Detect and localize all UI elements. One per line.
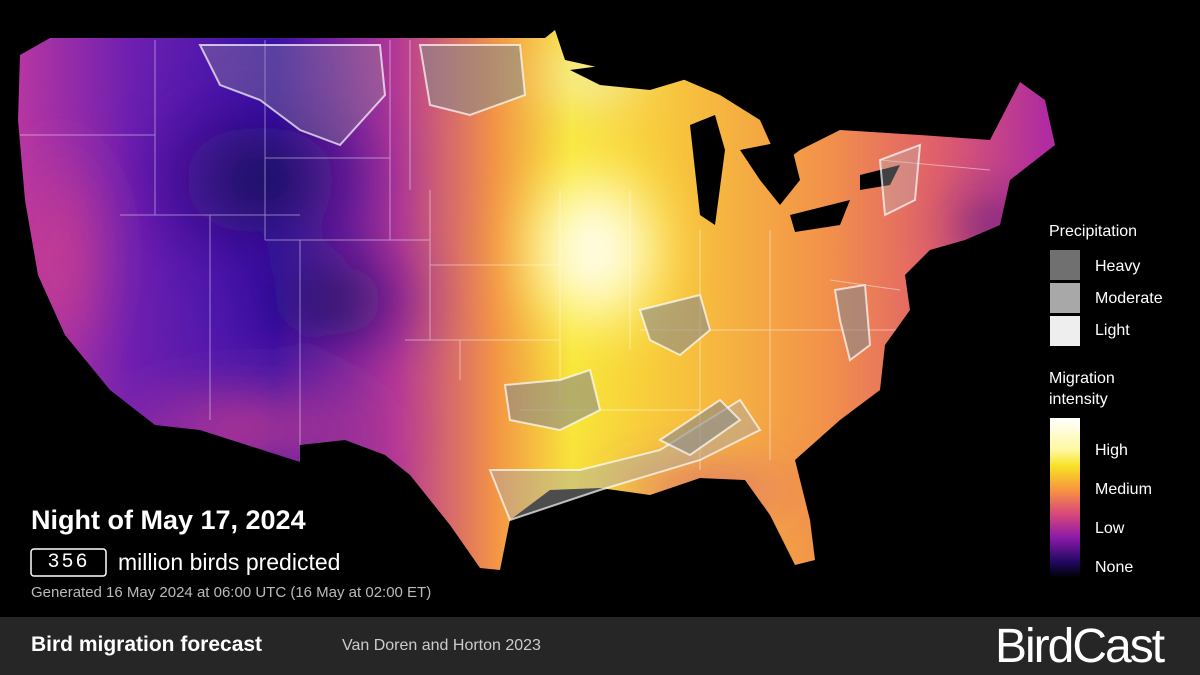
swatch-heavy — [1050, 250, 1080, 280]
legend-item: High — [1095, 442, 1128, 459]
intensity-colorbar — [1050, 418, 1080, 578]
footer-bar — [0, 617, 1200, 675]
count-label: million birds predicted — [118, 549, 341, 575]
brand-logo: BirdCast — [995, 620, 1165, 673]
legend-item: Moderate — [1095, 290, 1163, 307]
bird-count: 356 — [47, 551, 90, 574]
generated-note: Generated 16 May 2024 at 06:00 UTC (16 M… — [31, 584, 432, 601]
precipitation — [198, 44, 922, 522]
legend-item: Low — [1095, 520, 1125, 537]
legend-title: Precipitation — [1049, 223, 1138, 240]
swatch-light — [1050, 316, 1080, 346]
count-box — [30, 548, 107, 577]
legend-title: Migration intensity — [1049, 370, 1115, 408]
great-lakes — [570, 58, 900, 232]
legend-item: None — [1095, 559, 1134, 576]
legend-item: Heavy — [1095, 258, 1141, 275]
legend-item: Light — [1095, 322, 1130, 339]
legend-item: Medium — [1095, 481, 1152, 498]
citation: Van Doren and Horton 2023 — [342, 637, 541, 654]
state-lines — [20, 40, 991, 470]
swatch-moderate — [1050, 283, 1080, 313]
date-title: Night of May 17, 2024 — [31, 505, 306, 535]
footer-title: Bird migration forecast — [31, 633, 263, 656]
